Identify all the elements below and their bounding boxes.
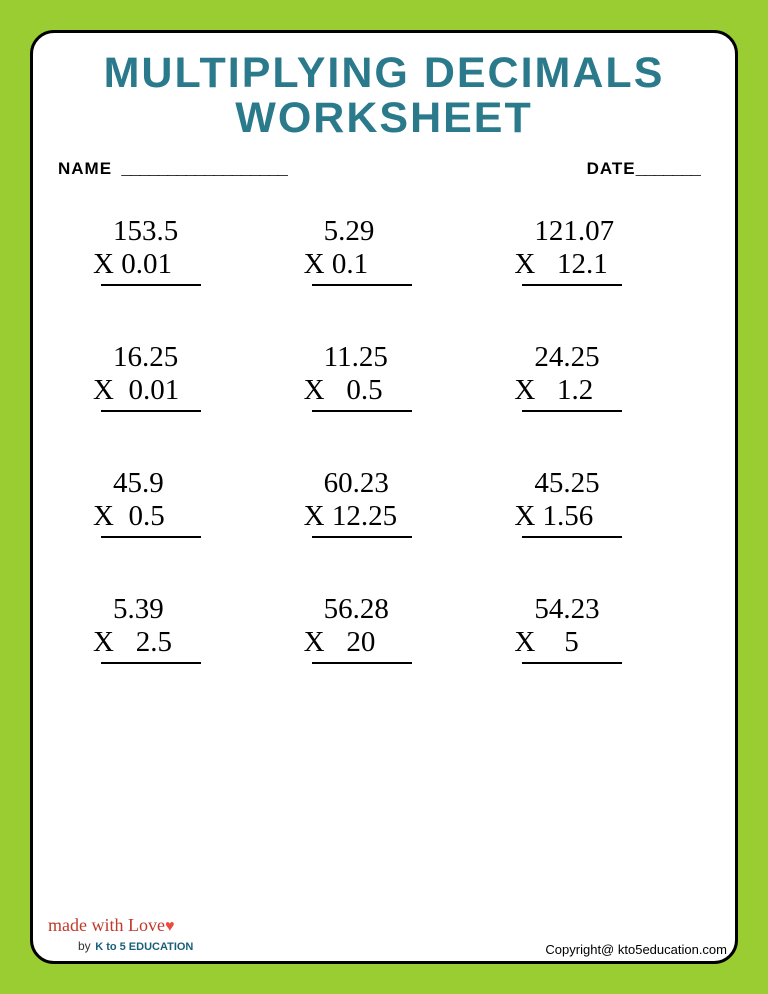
multiplier: X 2.5: [93, 626, 172, 659]
worksheet-sheet: MULTIPLYING DECIMALS WORKSHEET NAME ____…: [30, 30, 738, 964]
multiplicand: 54.23: [514, 593, 599, 626]
multiplicand: 45.9: [93, 467, 164, 500]
multiplicand: 56.28: [304, 593, 389, 626]
answer-rule: [522, 662, 622, 664]
title-line-2: WORKSHEET: [33, 96, 735, 141]
multiplier: X 1.2: [514, 374, 593, 407]
name-label: NAME: [58, 159, 112, 178]
problem: 5.29 X 0.1: [294, 215, 485, 286]
problem: 60.23 X 12.25: [294, 467, 485, 538]
copyright-text: Copyright@ kto5education.com: [545, 942, 727, 957]
problem: 45.9 X 0.5: [83, 467, 274, 538]
made-with-text: made with: [48, 915, 123, 935]
multiplier: X 12.25: [304, 500, 397, 533]
problem: 5.39 X 2.5: [83, 593, 274, 664]
answer-rule: [312, 662, 412, 664]
date-field: DATE_______: [587, 159, 700, 180]
multiplicand: 16.25: [93, 341, 178, 374]
multiplicand: 5.39: [93, 593, 164, 626]
problem: 121.07 X 12.1: [504, 215, 695, 286]
multiplier: X 1.56: [514, 500, 593, 533]
worksheet-title: MULTIPLYING DECIMALS WORKSHEET: [33, 33, 735, 141]
answer-rule: [522, 536, 622, 538]
header-row: NAME __________________ DATE_______: [33, 141, 735, 180]
multiplicand: 60.23: [304, 467, 389, 500]
multiplier: X 0.5: [93, 500, 165, 533]
answer-rule: [101, 662, 201, 664]
problems-grid: 153.5 X 0.01 5.29 X 0.1 121.07 X 12.1 16…: [33, 180, 735, 664]
answer-rule: [101, 536, 201, 538]
name-field: NAME __________________: [58, 159, 287, 180]
answer-rule: [312, 284, 412, 286]
answer-rule: [312, 536, 412, 538]
problem: 11.25 X 0.5: [294, 341, 485, 412]
multiplicand: 121.07: [514, 215, 614, 248]
multiplier: X 20: [304, 626, 376, 659]
multiplicand: 153.5: [93, 215, 178, 248]
multiplicand: 45.25: [514, 467, 599, 500]
answer-rule: [101, 284, 201, 286]
problem: 56.28 X 20: [294, 593, 485, 664]
answer-rule: [522, 284, 622, 286]
answer-rule: [101, 410, 201, 412]
multiplicand: 5.29: [304, 215, 375, 248]
multiplier: X 5: [514, 626, 578, 659]
problem: 153.5 X 0.01: [83, 215, 274, 286]
problem: 24.25 X 1.2: [504, 341, 695, 412]
date-label: DATE: [587, 159, 636, 178]
multiplier: X 0.01: [93, 374, 179, 407]
multiplicand: 11.25: [304, 341, 388, 374]
multiplier: X 0.1: [304, 248, 368, 281]
multiplicand: 24.25: [514, 341, 599, 374]
answer-rule: [312, 410, 412, 412]
by-text: by: [78, 940, 91, 952]
footer-branding: made with Love♥ by K to 5 EDUCATION: [48, 916, 193, 953]
title-line-1: MULTIPLYING DECIMALS: [33, 51, 735, 96]
love-text: Love: [128, 915, 165, 935]
heart-icon: ♥: [165, 918, 175, 935]
problem: 45.25 X 1.56: [504, 467, 695, 538]
multiplier: X 0.5: [304, 374, 383, 407]
name-line[interactable]: __________________: [112, 161, 287, 180]
answer-rule: [522, 410, 622, 412]
problem: 54.23 X 5: [504, 593, 695, 664]
brand-text: K to 5 EDUCATION: [95, 941, 193, 953]
problem: 16.25 X 0.01: [83, 341, 274, 412]
date-line[interactable]: _______: [636, 161, 700, 180]
multiplier: X 0.01: [93, 248, 172, 281]
multiplier: X 12.1: [514, 248, 607, 281]
